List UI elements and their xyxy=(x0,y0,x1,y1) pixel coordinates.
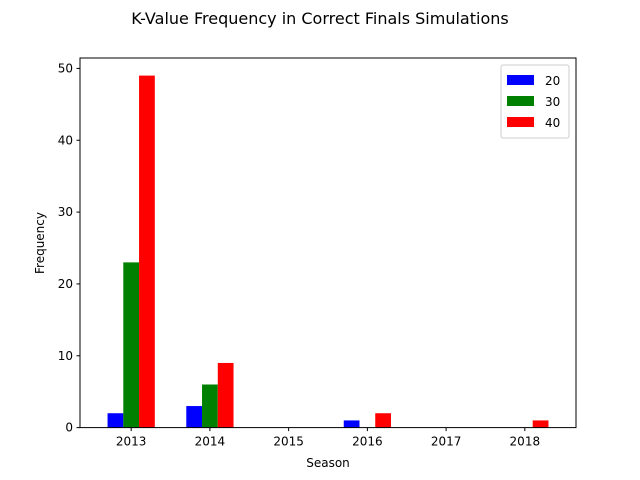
x-axis-label: Season xyxy=(306,456,350,470)
bars-group xyxy=(107,75,549,428)
bar-series-30-2014 xyxy=(202,384,218,428)
x-tick-label-2015: 2015 xyxy=(273,435,304,449)
legend-swatch-30 xyxy=(507,96,534,106)
x-tick-label-2016: 2016 xyxy=(352,435,383,449)
legend-label-20: 20 xyxy=(545,74,560,88)
y-axis: 0 10 20 30 40 50 xyxy=(58,61,80,435)
bar-series-30-2013 xyxy=(123,262,140,428)
bar-series-20-2013 xyxy=(107,413,124,428)
legend-label-30: 30 xyxy=(545,95,560,109)
plot-frame xyxy=(79,57,577,429)
legend-label-40: 40 xyxy=(545,116,560,130)
y-tick-label-50: 50 xyxy=(58,61,73,75)
x-tick-label-2018: 2018 xyxy=(510,435,541,449)
bar-series-40-2014 xyxy=(217,362,234,428)
legend-swatch-20 xyxy=(507,75,534,85)
x-axis: 2013 2014 2015 2016 2017 2018 xyxy=(116,427,541,449)
y-tick-label-20: 20 xyxy=(58,277,73,291)
bar-series-40-2013 xyxy=(139,75,155,428)
chart-title: K-Value Frequency in Correct Finals Simu… xyxy=(131,9,508,28)
y-tick-label-30: 30 xyxy=(58,205,73,219)
y-tick-label-10: 10 xyxy=(58,349,73,363)
y-tick-label-0: 0 xyxy=(65,421,73,435)
bar-series-40-2018 xyxy=(532,420,549,428)
y-tick-label-40: 40 xyxy=(58,133,73,147)
legend-swatch-40 xyxy=(507,117,534,127)
x-tick-label-2017: 2017 xyxy=(431,435,462,449)
bar-series-20-2016 xyxy=(343,420,360,428)
bar-series-40-2016 xyxy=(375,413,391,428)
x-tick-label-2014: 2014 xyxy=(195,435,226,449)
x-tick-label-2013: 2013 xyxy=(116,435,147,449)
bar-series-20-2014 xyxy=(186,406,203,428)
legend: 20 30 40 xyxy=(500,64,570,139)
y-axis-label: Frequency xyxy=(33,212,47,274)
